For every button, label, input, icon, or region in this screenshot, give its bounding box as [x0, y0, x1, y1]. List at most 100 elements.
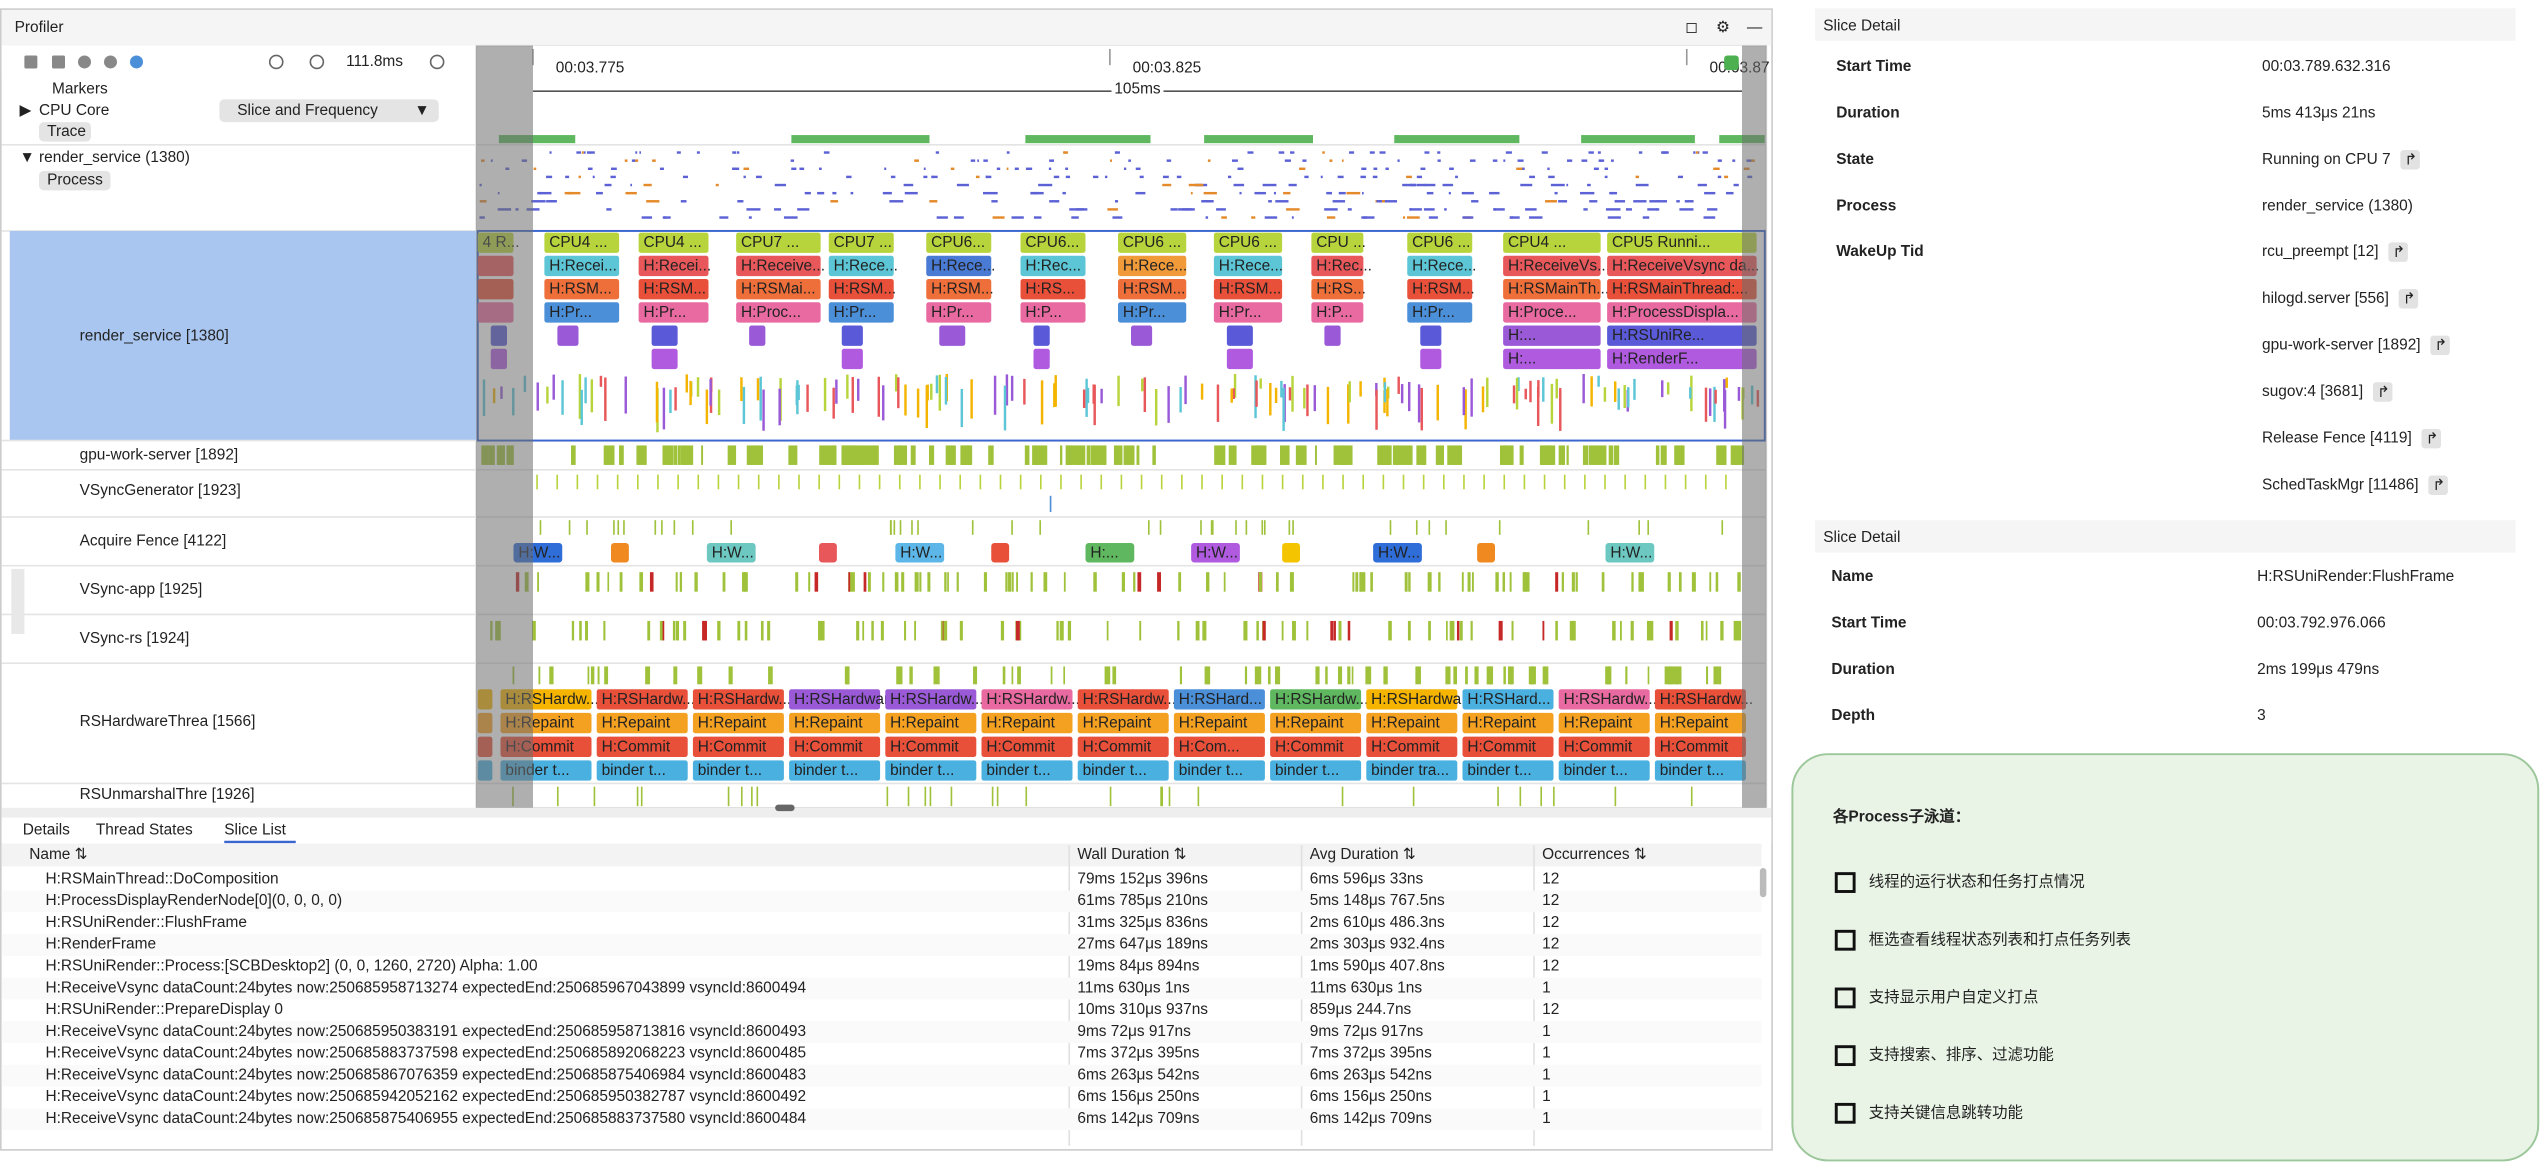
zoom-out[interactable] [309, 54, 325, 70]
sub-slice [1274, 387, 1278, 403]
fence-tick [673, 520, 676, 535]
sub-slice [655, 381, 659, 423]
sub-slice [1400, 384, 1404, 404]
jump-button[interactable] [2400, 150, 2420, 170]
state-dash [923, 167, 926, 170]
cpu-mode-text[interactable]: Slice and Frequency [237, 102, 378, 119]
slice [736, 255, 821, 277]
state-dash [923, 175, 928, 179]
vsync-tick [878, 474, 881, 490]
table-header-cell[interactable]: Wall Duration ⇅ [1077, 846, 1186, 863]
jump-button[interactable] [2430, 335, 2450, 356]
sub-slice [1524, 388, 1527, 400]
state-dash [1684, 200, 1694, 203]
detail-bg [1815, 520, 2516, 742]
state-dash [1703, 216, 1716, 219]
sub-slice [1117, 375, 1120, 407]
window-button[interactable]: — [1747, 19, 1763, 36]
state-dash [1038, 183, 1053, 187]
detail-value: rcu_preempt [12] [2262, 243, 2379, 260]
zoom-in[interactable] [429, 54, 445, 70]
table-cell: H:RenderFrame [46, 936, 157, 953]
cpu-mode-button[interactable] [219, 99, 439, 123]
state-dash [1369, 151, 1375, 154]
slice-label: H:RSM... [1123, 281, 1186, 298]
vsync-tick [927, 572, 931, 592]
unmarshal-tick [1341, 786, 1344, 807]
state-dash [1290, 151, 1295, 154]
sub-slice [930, 383, 933, 400]
slice-label: H:Repaint [986, 715, 1055, 732]
tab[interactable]: Details [23, 822, 70, 839]
vsync-tick [675, 572, 678, 592]
vsync-tick [717, 620, 721, 641]
slice [596, 689, 688, 710]
sub-slice [877, 376, 881, 417]
window-button[interactable]: ◻ [1685, 19, 1698, 36]
jump-button[interactable] [2421, 428, 2442, 449]
table-cell: 11ms 630μs 1ns [1077, 979, 1190, 996]
detail-value: Release Fence [4119] [2262, 430, 2412, 447]
state-dash [1069, 208, 1084, 211]
gpu-slice [1251, 445, 1257, 465]
trace-tag [39, 122, 91, 142]
vsync-tick [1451, 620, 1455, 641]
slice [789, 760, 881, 781]
fence-tick [917, 520, 919, 535]
state-dash [652, 159, 656, 162]
state-dash [1635, 175, 1640, 179]
state-dash [996, 167, 1001, 170]
zoom-reset[interactable] [268, 54, 284, 70]
fence-tick [899, 520, 902, 535]
gpu-slice [673, 445, 678, 465]
table-header-cell[interactable]: Occurrences ⇅ [1542, 846, 1647, 863]
state-dash [1346, 191, 1361, 195]
slice [692, 712, 784, 734]
slice-label: CPU6 ... [1123, 234, 1181, 251]
sub-slice [584, 377, 587, 404]
unmarshal-tick [996, 786, 999, 807]
slice-label: H:Commit [602, 738, 671, 755]
jump-button[interactable] [2372, 382, 2393, 402]
state-dash [1251, 216, 1256, 219]
sub-slice [1100, 388, 1103, 404]
slice-label: H:RSMainThread:... [1612, 281, 1748, 298]
gpu-slice [1541, 445, 1549, 465]
vsync-tick [1630, 620, 1634, 641]
note-bullet: 线程的运行状态和任务打点情况 [1869, 873, 2085, 891]
slice [939, 325, 966, 346]
slice [651, 325, 678, 346]
unmarshal-tick [1025, 786, 1028, 807]
slice [828, 302, 894, 323]
vsync-tick [894, 572, 899, 592]
table-cell: 5ms 148μs 767.5ns [1310, 892, 1445, 909]
jump-button[interactable] [2388, 242, 2408, 262]
vsync-tick [901, 572, 905, 592]
state-dash [576, 151, 582, 154]
state-dash [1717, 175, 1722, 179]
vsync-tick [848, 572, 851, 592]
hw-tick [1325, 666, 1328, 685]
table-header-cell[interactable]: Avg Duration ⇅ [1310, 846, 1416, 863]
vsync-tick [1043, 572, 1048, 592]
table-header-cell[interactable]: Name ⇅ [29, 846, 87, 863]
state-dash [550, 200, 557, 203]
sub-slice [1723, 379, 1726, 412]
jump-button[interactable] [2428, 475, 2448, 496]
hw-tick [1605, 666, 1610, 685]
gpu-slice [1422, 445, 1425, 465]
jump-button[interactable] [2398, 288, 2419, 309]
hw-tick [597, 666, 600, 685]
gpu-slice [945, 445, 953, 465]
sub-slice [1259, 378, 1262, 389]
slice-label: H:Pr... [931, 304, 974, 321]
state-dash [1139, 175, 1144, 179]
sub-slice [1512, 385, 1516, 404]
window-button[interactable]: ⚙ [1716, 19, 1730, 36]
sub-slice [993, 375, 997, 415]
gpu-slice [1674, 445, 1685, 465]
tab[interactable]: Thread States [96, 822, 193, 839]
hw-tick [1315, 666, 1320, 685]
slice-label: H:Repaint [794, 715, 863, 732]
tab[interactable]: Slice List [224, 822, 286, 839]
